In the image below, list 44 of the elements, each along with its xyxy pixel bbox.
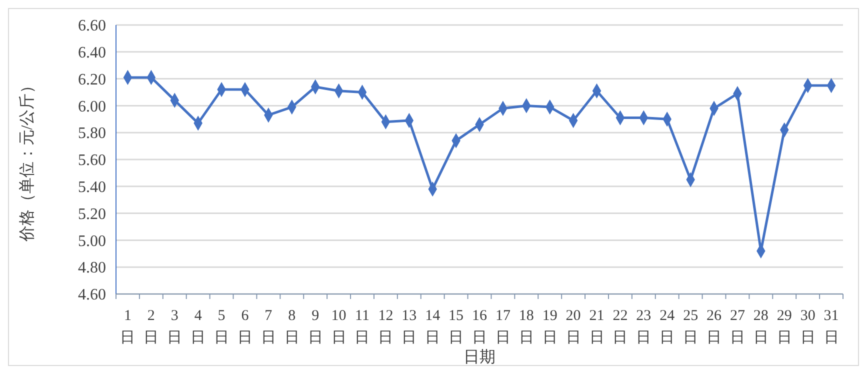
x-tick-label: 7日 — [260, 308, 276, 346]
x-tick-label: 9日 — [308, 308, 323, 346]
y-tick-label: 6.00 — [78, 98, 106, 116]
y-tick-label: 4.80 — [78, 260, 106, 277]
x-tick-label: 28日 — [753, 308, 768, 346]
x-tick-label: 2日 — [144, 308, 159, 346]
x-tick-label: 1日 — [120, 308, 136, 346]
y-tick-label: 4.60 — [78, 286, 106, 304]
x-tick-label: 4日 — [190, 308, 206, 346]
y-tick-label: 6.40 — [78, 44, 106, 62]
x-tick-label: 3日 — [167, 308, 182, 346]
x-tick-label: 16日 — [472, 308, 488, 346]
x-tick-label: 27日 — [730, 308, 746, 346]
y-tick-label: 5.20 — [78, 206, 106, 223]
x-tick-label: 25日 — [683, 308, 698, 346]
x-tick-label: 10日 — [331, 308, 346, 346]
x-tick-label: 8日 — [284, 308, 300, 346]
y-tick-label: 5.40 — [78, 179, 106, 196]
y-tick-label: 6.60 — [78, 18, 106, 35]
x-tick-label: 21日 — [589, 308, 604, 346]
x-tick-label: 20日 — [566, 308, 581, 346]
x-tick-label: 24日 — [660, 308, 676, 346]
y-tick-label: 5.00 — [78, 232, 106, 250]
x-tick-label: 30日 — [800, 308, 816, 346]
y-tick-label: 5.80 — [78, 125, 106, 142]
x-tick-label: 18日 — [518, 308, 534, 346]
y-tick-label: 6.20 — [78, 71, 106, 88]
x-tick-label: 17日 — [495, 308, 511, 346]
y-tick-label: 5.60 — [78, 152, 106, 170]
x-tick-label: 13日 — [402, 308, 417, 346]
x-tick-label: 31日 — [824, 308, 839, 346]
y-axis-title: 价格（单位：元/公斤） — [18, 77, 36, 243]
x-tick-label: 12日 — [378, 308, 394, 346]
x-tick-label: 11日 — [354, 308, 370, 346]
x-tick-label: 15日 — [448, 308, 464, 346]
x-tick-label: 19日 — [542, 308, 558, 346]
x-tick-label: 14日 — [425, 308, 441, 346]
x-tick-label: 22日 — [612, 308, 628, 346]
x-tick-label: 29日 — [776, 308, 792, 346]
x-tick-label: 26日 — [706, 308, 722, 346]
x-tick-label: 5日 — [214, 308, 230, 346]
x-tick-label: 23日 — [636, 308, 652, 346]
x-tick-label: 6日 — [237, 308, 252, 346]
x-axis-title: 日期 — [464, 348, 496, 366]
